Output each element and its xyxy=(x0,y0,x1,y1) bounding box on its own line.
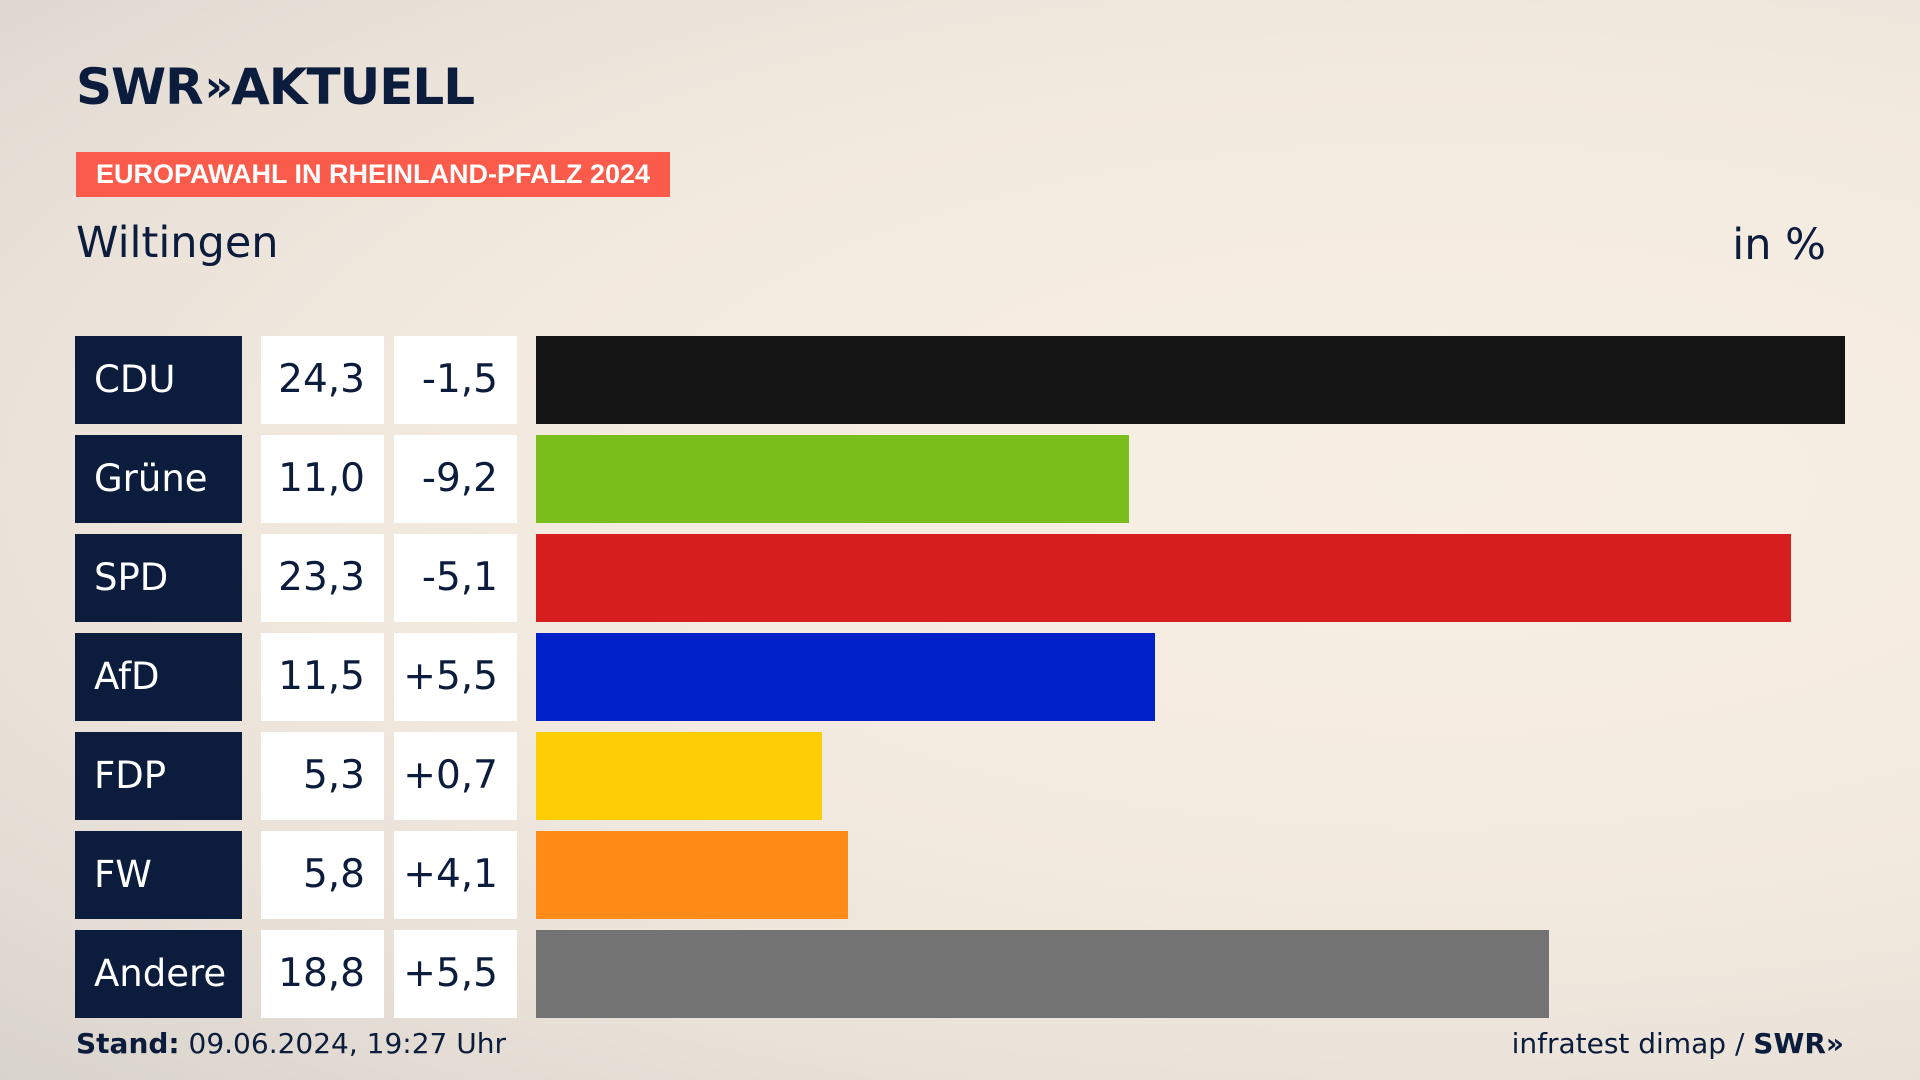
result-bar xyxy=(536,435,1129,523)
party-label: Andere xyxy=(75,930,242,1018)
footer-timestamp: Stand: 09.06.2024, 19:27 Uhr xyxy=(76,1030,506,1058)
result-row: CDU 24,3 -1,5 xyxy=(75,336,1845,424)
logo-chevron-icon: » xyxy=(204,61,234,112)
change-label: +4,1 xyxy=(394,831,517,919)
stand-value: 09.06.2024, 19:27 Uhr xyxy=(188,1027,506,1060)
result-bar xyxy=(536,930,1549,1018)
result-row: AfD 11,5 +5,5 xyxy=(75,633,1845,721)
stand-label: Stand: xyxy=(76,1027,180,1060)
vote-share-label: 5,8 xyxy=(261,831,384,919)
result-row: FW 5,8 +4,1 xyxy=(75,831,1845,919)
change-label: +5,5 xyxy=(394,633,517,721)
party-label: SPD xyxy=(75,534,242,622)
change-label: -5,1 xyxy=(394,534,517,622)
result-row: Andere 18,8 +5,5 xyxy=(75,930,1845,1018)
change-label: -1,5 xyxy=(394,336,517,424)
party-label: CDU xyxy=(75,336,242,424)
change-label: -9,2 xyxy=(394,435,517,523)
vote-share-label: 24,3 xyxy=(261,336,384,424)
party-label: Grüne xyxy=(75,435,242,523)
result-row: Grüne 11,0 -9,2 xyxy=(75,435,1845,523)
result-bar xyxy=(536,831,848,919)
change-label: +5,5 xyxy=(394,930,517,1018)
change-label: +0,7 xyxy=(394,732,517,820)
logo-aktuell-text: AKTUELL xyxy=(231,58,475,116)
source-text: infratest dimap / xyxy=(1511,1027,1745,1060)
party-label: FDP xyxy=(75,732,242,820)
result-bar xyxy=(536,534,1791,622)
source-brand: SWR» xyxy=(1753,1027,1844,1060)
location-title: Wiltingen xyxy=(76,218,279,268)
party-label: FW xyxy=(75,831,242,919)
result-bar xyxy=(536,336,1845,424)
vote-share-label: 11,0 xyxy=(261,435,384,523)
vote-share-label: 18,8 xyxy=(261,930,384,1018)
vote-share-label: 11,5 xyxy=(261,633,384,721)
unit-label: in % xyxy=(1732,220,1826,270)
party-label: AfD xyxy=(75,633,242,721)
result-bar xyxy=(536,732,822,820)
logo-swr-text: SWR xyxy=(76,58,204,116)
election-tag: EUROPAWAHL IN RHEINLAND-PFALZ 2024 xyxy=(76,152,671,197)
vote-share-label: 23,3 xyxy=(261,534,384,622)
footer-source: infratest dimap / SWR» xyxy=(1512,1030,1844,1058)
swr-aktuell-logo: SWR » AKTUELL xyxy=(76,58,475,116)
result-row: FDP 5,3 +0,7 xyxy=(75,732,1845,820)
result-bar xyxy=(536,633,1155,721)
result-row: SPD 23,3 -5,1 xyxy=(75,534,1845,622)
vote-share-label: 5,3 xyxy=(261,732,384,820)
